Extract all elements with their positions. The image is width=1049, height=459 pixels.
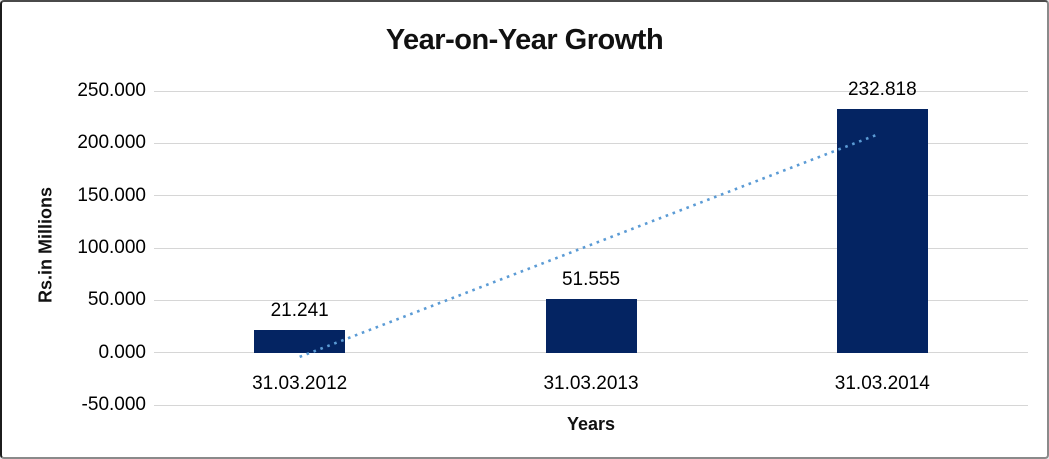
bar: [545, 298, 637, 353]
y-tick-label: 150.000: [77, 184, 146, 206]
bar-value-label: 51.555: [561, 268, 621, 290]
bar: [254, 330, 346, 353]
x-axis-title: Years: [566, 414, 616, 434]
bar-value-label: 21.241: [270, 300, 329, 322]
x-category-label: 31.03.2013: [543, 372, 639, 394]
gridline: [154, 404, 1028, 406]
x-category-label: 31.03.2014: [834, 372, 930, 394]
chart-title: Year-on-Year Growth: [385, 24, 664, 56]
y-tick-label: 250.000: [77, 80, 146, 101]
x-category-label: 31.03.2012: [252, 372, 348, 394]
y-tick-label: 100.000: [77, 237, 146, 258]
plot-area: 250.000 200.000 150.000 100.000 50.000 0.000 -…: [77, 79, 1028, 415]
y-tick-label: -50.000: [81, 394, 146, 415]
gridline: [154, 90, 1028, 92]
y-tick-label: 200.000: [77, 132, 146, 154]
bar: [836, 108, 928, 353]
y-tick-label: 50.000: [87, 289, 146, 311]
bar-value-label: 232.818: [847, 78, 917, 100]
y-tick-label: 0.000: [98, 341, 146, 363]
